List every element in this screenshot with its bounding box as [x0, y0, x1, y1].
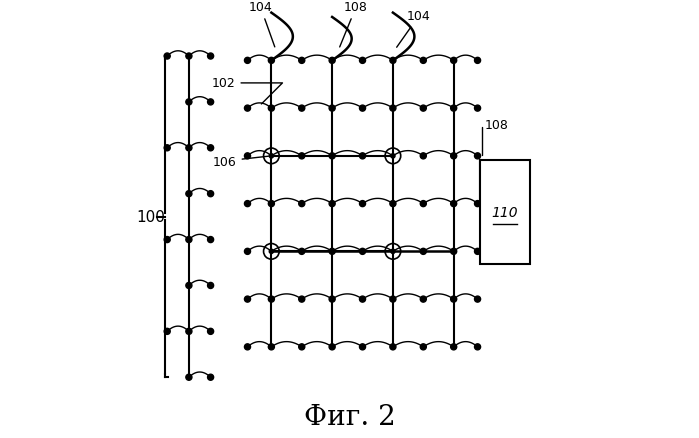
- Circle shape: [245, 58, 250, 64]
- Text: 104: 104: [396, 10, 431, 48]
- Circle shape: [186, 374, 192, 380]
- Circle shape: [268, 297, 275, 303]
- Circle shape: [475, 344, 481, 350]
- Circle shape: [186, 237, 192, 243]
- Bar: [480, 161, 530, 265]
- Circle shape: [186, 54, 192, 60]
- Circle shape: [245, 153, 250, 159]
- Circle shape: [298, 58, 305, 64]
- Circle shape: [475, 106, 481, 112]
- Circle shape: [359, 201, 366, 207]
- Circle shape: [186, 145, 192, 152]
- Circle shape: [390, 58, 396, 64]
- Circle shape: [268, 201, 275, 207]
- Circle shape: [186, 99, 192, 106]
- Circle shape: [359, 297, 366, 303]
- Circle shape: [391, 250, 395, 254]
- Circle shape: [298, 249, 305, 255]
- Circle shape: [208, 283, 214, 289]
- Circle shape: [329, 106, 336, 112]
- Circle shape: [269, 250, 273, 254]
- Circle shape: [390, 344, 396, 350]
- Circle shape: [268, 344, 275, 350]
- Circle shape: [298, 297, 305, 303]
- Circle shape: [359, 106, 366, 112]
- Circle shape: [359, 58, 366, 64]
- Circle shape: [208, 328, 214, 335]
- Circle shape: [208, 54, 214, 60]
- Text: 100: 100: [137, 210, 166, 225]
- Circle shape: [164, 237, 171, 243]
- Circle shape: [329, 249, 336, 255]
- Circle shape: [391, 154, 395, 159]
- Circle shape: [298, 106, 305, 112]
- Circle shape: [475, 58, 481, 64]
- Circle shape: [329, 297, 336, 303]
- Circle shape: [420, 249, 426, 255]
- Circle shape: [329, 344, 336, 350]
- Text: 108: 108: [482, 118, 509, 156]
- Circle shape: [298, 344, 305, 350]
- Circle shape: [420, 106, 426, 112]
- Circle shape: [298, 153, 305, 159]
- Circle shape: [329, 153, 336, 159]
- Text: 110: 110: [491, 206, 518, 220]
- Text: 106: 106: [213, 155, 268, 168]
- Circle shape: [390, 201, 396, 207]
- Text: 108: 108: [340, 1, 368, 48]
- Circle shape: [208, 99, 214, 106]
- Circle shape: [475, 153, 481, 159]
- Circle shape: [186, 191, 192, 197]
- Circle shape: [451, 106, 456, 112]
- Circle shape: [208, 191, 214, 197]
- Circle shape: [164, 145, 171, 152]
- Circle shape: [245, 249, 250, 255]
- Circle shape: [420, 201, 426, 207]
- Circle shape: [390, 106, 396, 112]
- Circle shape: [268, 58, 275, 64]
- Circle shape: [329, 201, 336, 207]
- Circle shape: [420, 58, 426, 64]
- Circle shape: [208, 145, 214, 152]
- Circle shape: [359, 344, 366, 350]
- Circle shape: [164, 54, 171, 60]
- Circle shape: [269, 154, 273, 159]
- Circle shape: [245, 297, 250, 303]
- Circle shape: [390, 297, 396, 303]
- Circle shape: [329, 58, 336, 64]
- Circle shape: [475, 249, 481, 255]
- Circle shape: [451, 344, 456, 350]
- Circle shape: [186, 328, 192, 335]
- Circle shape: [451, 201, 456, 207]
- Circle shape: [420, 297, 426, 303]
- Circle shape: [298, 201, 305, 207]
- Circle shape: [186, 283, 192, 289]
- Circle shape: [245, 344, 250, 350]
- Circle shape: [268, 106, 275, 112]
- Circle shape: [451, 297, 456, 303]
- Circle shape: [245, 106, 250, 112]
- Circle shape: [451, 153, 456, 159]
- Text: Фиг. 2: Фиг. 2: [303, 403, 396, 430]
- Circle shape: [420, 153, 426, 159]
- Circle shape: [359, 153, 366, 159]
- Circle shape: [208, 374, 214, 380]
- Circle shape: [208, 237, 214, 243]
- Circle shape: [164, 328, 171, 335]
- Circle shape: [451, 58, 456, 64]
- Circle shape: [451, 249, 456, 255]
- Circle shape: [245, 201, 250, 207]
- Text: 104: 104: [249, 1, 275, 48]
- Circle shape: [475, 297, 481, 303]
- Circle shape: [359, 249, 366, 255]
- Circle shape: [420, 344, 426, 350]
- Text: 102: 102: [212, 77, 282, 105]
- Circle shape: [475, 201, 481, 207]
